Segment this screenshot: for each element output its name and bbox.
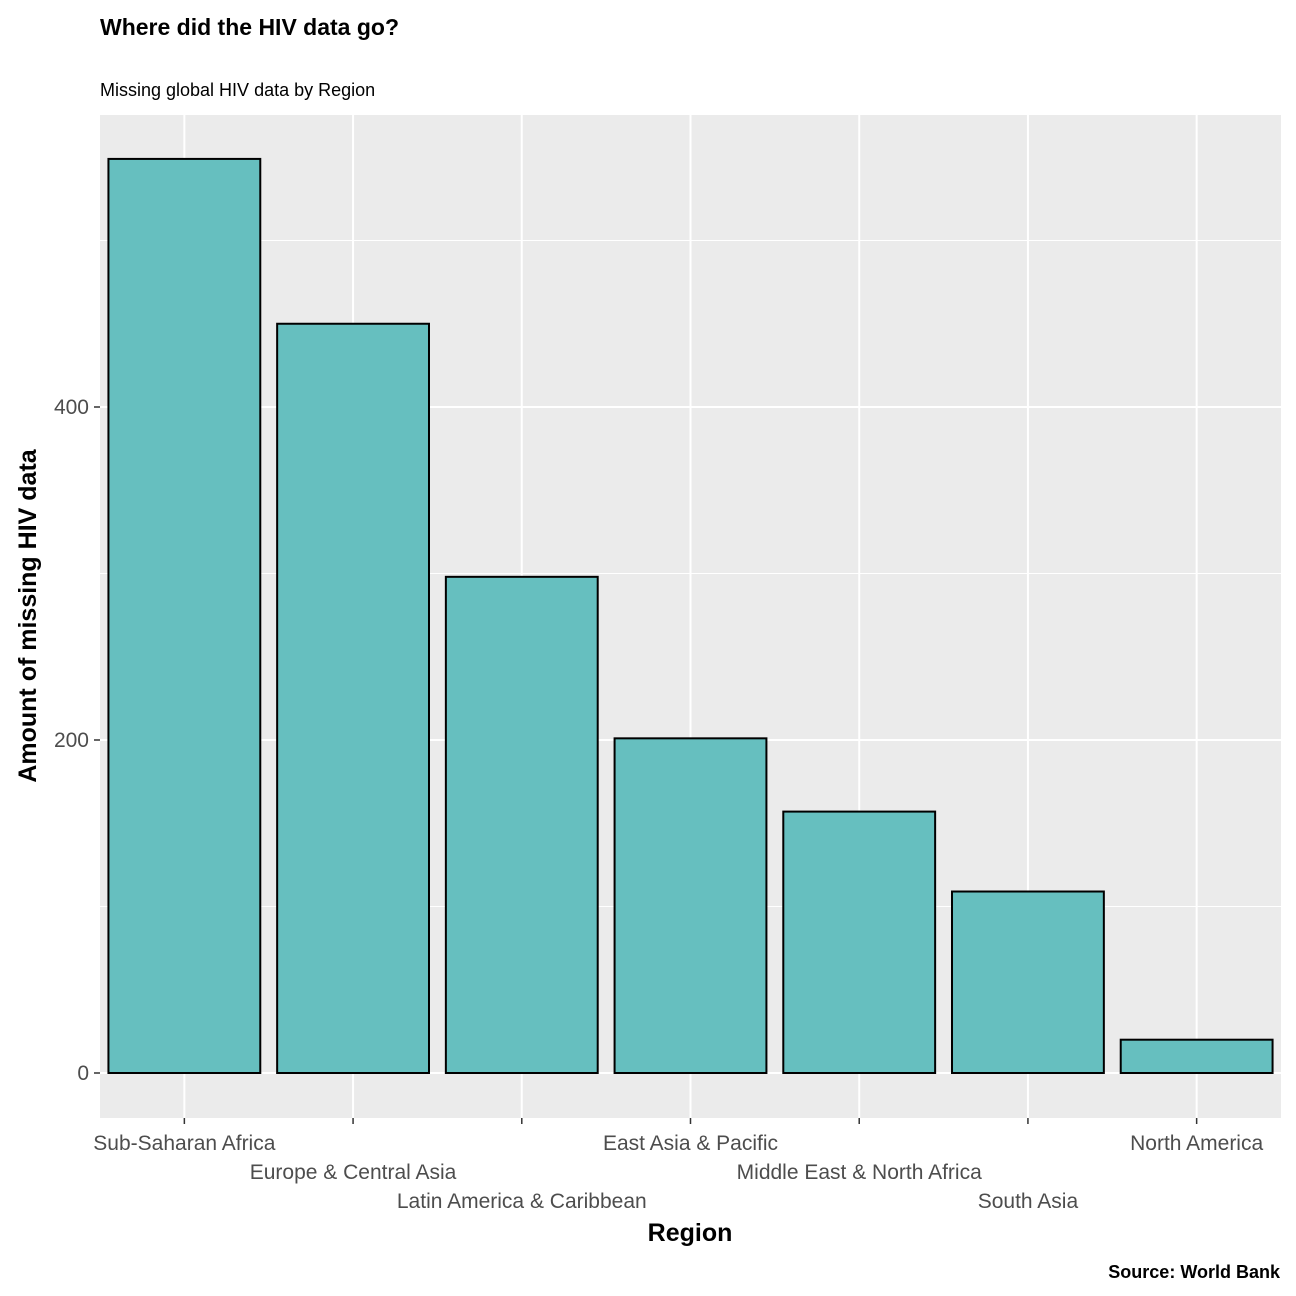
bar <box>1119 1038 1274 1074</box>
bar <box>782 810 937 1074</box>
x-tick-label: Europe & Central Asia <box>250 1161 457 1184</box>
x-tick-label: Sub-Saharan Africa <box>93 1132 275 1155</box>
chart-title: Where did the HIV data go? <box>100 14 399 40</box>
bar <box>613 737 768 1075</box>
y-axis-ticks: 0 200 400 <box>54 396 100 1085</box>
bar <box>444 575 599 1075</box>
y-tick-label: 400 <box>54 396 89 419</box>
x-tick-label: Latin America & Caribbean <box>397 1190 647 1213</box>
x-tick-label: North America <box>1130 1132 1263 1155</box>
bars <box>107 157 1274 1075</box>
bar <box>107 157 262 1075</box>
chart-caption: Source: World Bank <box>1108 1262 1281 1282</box>
chart-subtitle: Missing global HIV data by Region <box>100 80 375 100</box>
x-tick-label: South Asia <box>978 1190 1079 1213</box>
x-tick-label: Middle East & North Africa <box>737 1161 982 1184</box>
x-axis-title: Region <box>648 1219 733 1247</box>
y-tick-label: 200 <box>54 729 89 752</box>
bar <box>951 890 1105 1075</box>
bar <box>276 322 430 1074</box>
x-tick-label: East Asia & Pacific <box>603 1132 778 1155</box>
x-axis-ticks: Sub-Saharan Africa Europe & Central Asia L… <box>93 1118 1263 1213</box>
y-tick-label: 0 <box>77 1062 89 1085</box>
y-axis-title: Amount of missing HIV data <box>14 448 42 782</box>
